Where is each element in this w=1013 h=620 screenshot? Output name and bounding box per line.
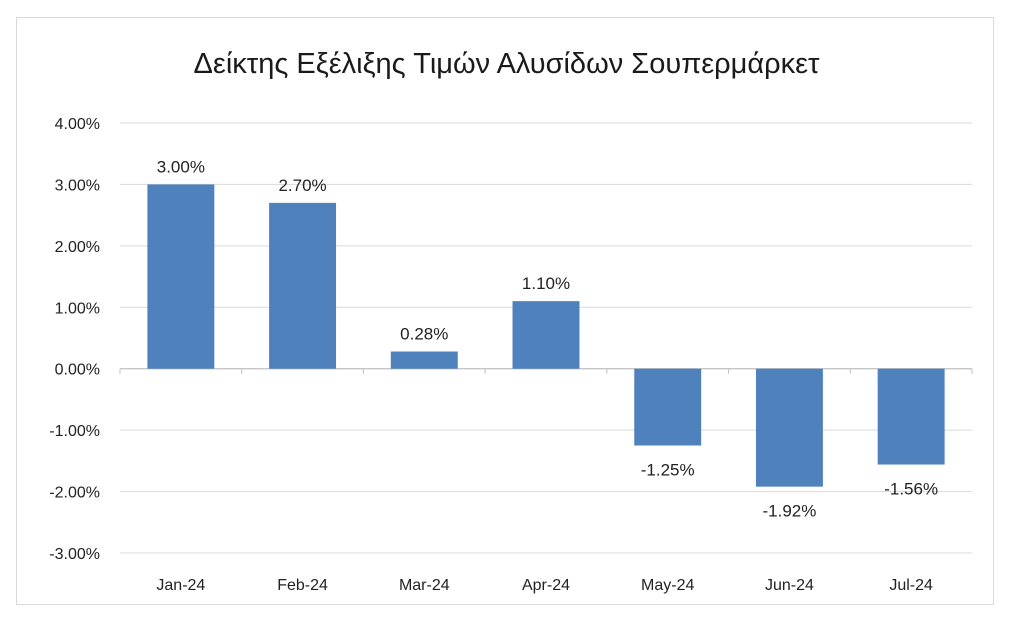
- x-tick-label: Feb-24: [277, 577, 328, 594]
- bars: [147, 184, 945, 487]
- x-tick-label: Mar-24: [399, 577, 450, 594]
- x-tick-label: Apr-24: [522, 577, 570, 594]
- x-tick-label: May-24: [641, 577, 694, 594]
- y-tick-label: 2.00%: [55, 239, 100, 256]
- chart-title: Δείκτης Εξέλιξης Τιμών Αλυσίδων Σουπερμά…: [193, 48, 820, 80]
- data-label: 2.70%: [278, 176, 326, 195]
- x-tick-label: Jan-24: [156, 577, 205, 594]
- bar-mar-24: [390, 351, 458, 369]
- y-tick-label: -1.00%: [49, 423, 100, 440]
- y-axis-tick-labels: 4.00% 3.00% 2.00% 1.00% 0.00% -1.00% -2.00% -3.…: [49, 116, 100, 563]
- bar-jun-24: [755, 368, 823, 487]
- x-tick-label: Jul-24: [889, 577, 933, 594]
- data-label: 1.10%: [522, 274, 570, 293]
- y-tick-label: 4.00%: [55, 116, 100, 133]
- y-tick-label: -2.00%: [49, 485, 100, 502]
- data-label: 3.00%: [157, 157, 205, 176]
- y-tick-label: 0.00%: [55, 362, 100, 379]
- bar-feb-24: [269, 202, 337, 369]
- data-labels: 3.00% 2.70% 0.28% 1.10% -1.25% -1.92% -1.56%: [157, 157, 938, 520]
- data-label: -1.92%: [762, 502, 816, 521]
- data-label: -1.25%: [641, 461, 695, 480]
- bar-jan-24: [147, 184, 215, 369]
- data-label: 0.28%: [400, 325, 448, 344]
- x-axis-tick-labels: Jan-24 Feb-24 Mar-24 Apr-24 May-24 Jun-24 Jul-…: [156, 577, 933, 594]
- x-tick-label: Jun-24: [765, 577, 814, 594]
- data-label: -1.56%: [884, 480, 938, 499]
- bar-apr-24: [512, 301, 580, 369]
- bar-jul-24: [877, 368, 945, 465]
- y-tick-label: 3.00%: [55, 177, 100, 194]
- bar-may-24: [634, 368, 702, 446]
- y-tick-label: -3.00%: [49, 546, 100, 563]
- y-tick-label: 1.00%: [55, 300, 100, 317]
- gridlines: [119, 122, 973, 554]
